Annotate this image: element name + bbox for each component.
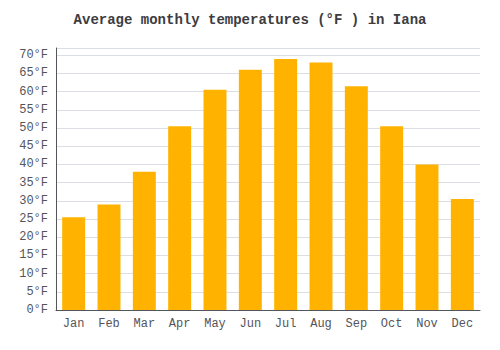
svg-text:Dec: Dec — [452, 317, 474, 331]
svg-text:5°F: 5°F — [26, 285, 48, 299]
svg-text:70°F: 70°F — [19, 48, 48, 62]
svg-text:Average monthly temperatures (: Average monthly temperatures (°F ) in Ia… — [74, 12, 427, 28]
svg-text:Feb: Feb — [98, 317, 120, 331]
svg-text:65°F: 65°F — [19, 66, 48, 80]
svg-text:40°F: 40°F — [19, 157, 48, 171]
svg-text:0°F: 0°F — [26, 303, 48, 317]
svg-text:Jul: Jul — [275, 317, 297, 331]
svg-text:60°F: 60°F — [19, 85, 48, 99]
svg-text:Mar: Mar — [134, 317, 156, 331]
svg-text:Nov: Nov — [416, 317, 438, 331]
svg-text:Oct: Oct — [381, 317, 403, 331]
svg-text:Jun: Jun — [240, 317, 262, 331]
svg-text:Sep: Sep — [346, 317, 368, 331]
svg-text:20°F: 20°F — [19, 230, 48, 244]
svg-text:30°F: 30°F — [19, 194, 48, 208]
svg-text:45°F: 45°F — [19, 139, 48, 153]
svg-text:Jan: Jan — [63, 317, 85, 331]
svg-text:Aug: Aug — [310, 317, 332, 331]
svg-text:55°F: 55°F — [19, 103, 48, 117]
svg-text:50°F: 50°F — [19, 121, 48, 135]
svg-text:25°F: 25°F — [19, 212, 48, 226]
svg-text:May: May — [204, 317, 226, 331]
svg-text:15°F: 15°F — [19, 248, 48, 262]
svg-text:Apr: Apr — [169, 317, 191, 331]
svg-text:35°F: 35°F — [19, 176, 48, 190]
svg-text:10°F: 10°F — [19, 267, 48, 281]
